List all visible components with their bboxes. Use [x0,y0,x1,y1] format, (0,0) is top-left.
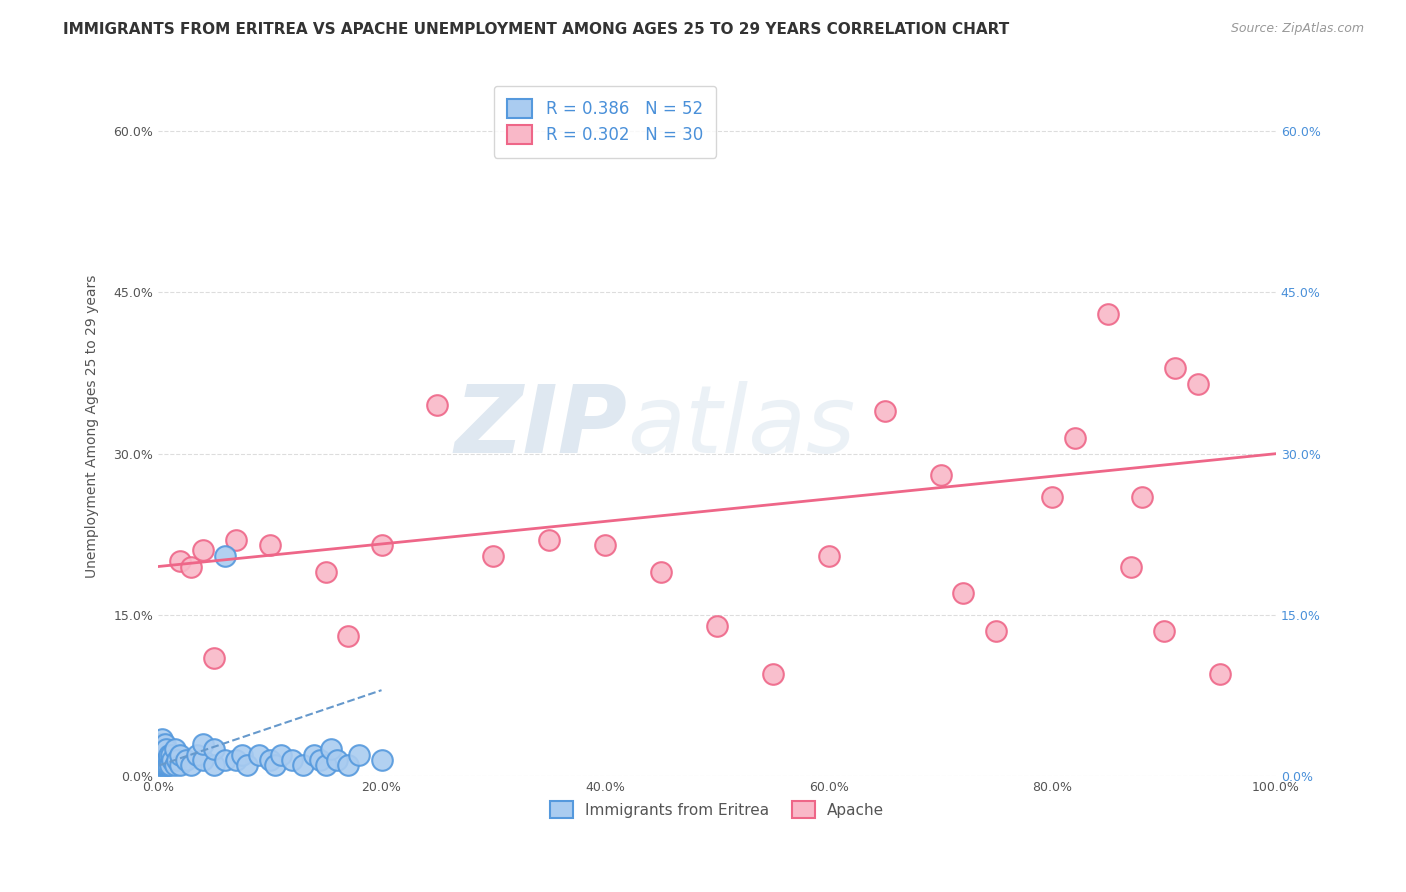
Point [202,651,225,665]
Point [929,468,952,483]
Point [706,618,728,632]
Text: Source: ZipAtlas.com: Source: ZipAtlas.com [1230,22,1364,36]
Point [155,758,177,772]
Point [538,533,561,547]
Point [326,753,349,767]
Point [191,543,214,558]
Text: ZIP: ZIP [454,381,627,473]
Point [762,667,785,681]
Point [153,753,176,767]
Point [156,758,179,772]
Point [152,747,174,762]
Point [304,747,326,762]
Point [152,758,174,772]
Point [1130,490,1153,504]
Point [370,753,392,767]
Point [337,629,360,643]
Point [1187,376,1209,391]
Point [150,758,173,772]
Point [157,747,180,762]
Point [817,549,839,563]
Point [873,403,896,417]
Point [191,737,214,751]
Point [315,758,337,772]
Point [169,758,191,772]
Point [163,742,186,756]
Point [191,753,214,767]
Point [157,753,180,767]
Point [1040,490,1063,504]
Point [180,559,202,574]
Point [163,758,186,772]
Point [309,753,332,767]
Point [149,737,172,751]
Legend: Immigrants from Eritrea, Apache: Immigrants from Eritrea, Apache [544,795,890,824]
Point [1063,431,1085,445]
Point [347,747,370,762]
Point [202,758,225,772]
Point [281,753,304,767]
Point [321,742,343,756]
Point [202,742,225,756]
Point [159,758,181,772]
Point [593,538,616,552]
Point [169,554,191,568]
Point [169,747,191,762]
Point [152,731,174,746]
Point [149,753,172,767]
Point [650,565,672,579]
Point [337,758,360,772]
Point [247,747,270,762]
Point [150,747,173,762]
Point [231,747,253,762]
Point [153,737,176,751]
Point [236,758,259,772]
Point [292,758,315,772]
Point [264,758,287,772]
Point [1164,360,1187,375]
Point [214,549,236,563]
Point [148,758,170,772]
Point [155,742,177,756]
Point [426,398,449,412]
Point [270,747,292,762]
Y-axis label: Unemployment Among Ages 25 to 29 years: Unemployment Among Ages 25 to 29 years [86,275,100,579]
Point [1153,624,1175,638]
Point [214,753,236,767]
Point [162,753,184,767]
Point [156,753,179,767]
Point [315,565,337,579]
Point [482,549,505,563]
Point [174,753,197,767]
Point [986,624,1008,638]
Point [1097,307,1119,321]
Point [148,742,170,756]
Point [160,747,183,762]
Point [166,753,188,767]
Point [1209,667,1232,681]
Point [180,758,202,772]
Point [1119,559,1142,574]
Text: atlas: atlas [627,381,856,472]
Point [225,753,247,767]
Point [152,753,174,767]
Point [370,538,392,552]
Point [225,533,247,547]
Text: IMMIGRANTS FROM ERITREA VS APACHE UNEMPLOYMENT AMONG AGES 25 TO 29 YEARS CORRELA: IMMIGRANTS FROM ERITREA VS APACHE UNEMPL… [63,22,1010,37]
Point [952,586,974,600]
Point [186,747,208,762]
Point [259,538,281,552]
Point [259,753,281,767]
